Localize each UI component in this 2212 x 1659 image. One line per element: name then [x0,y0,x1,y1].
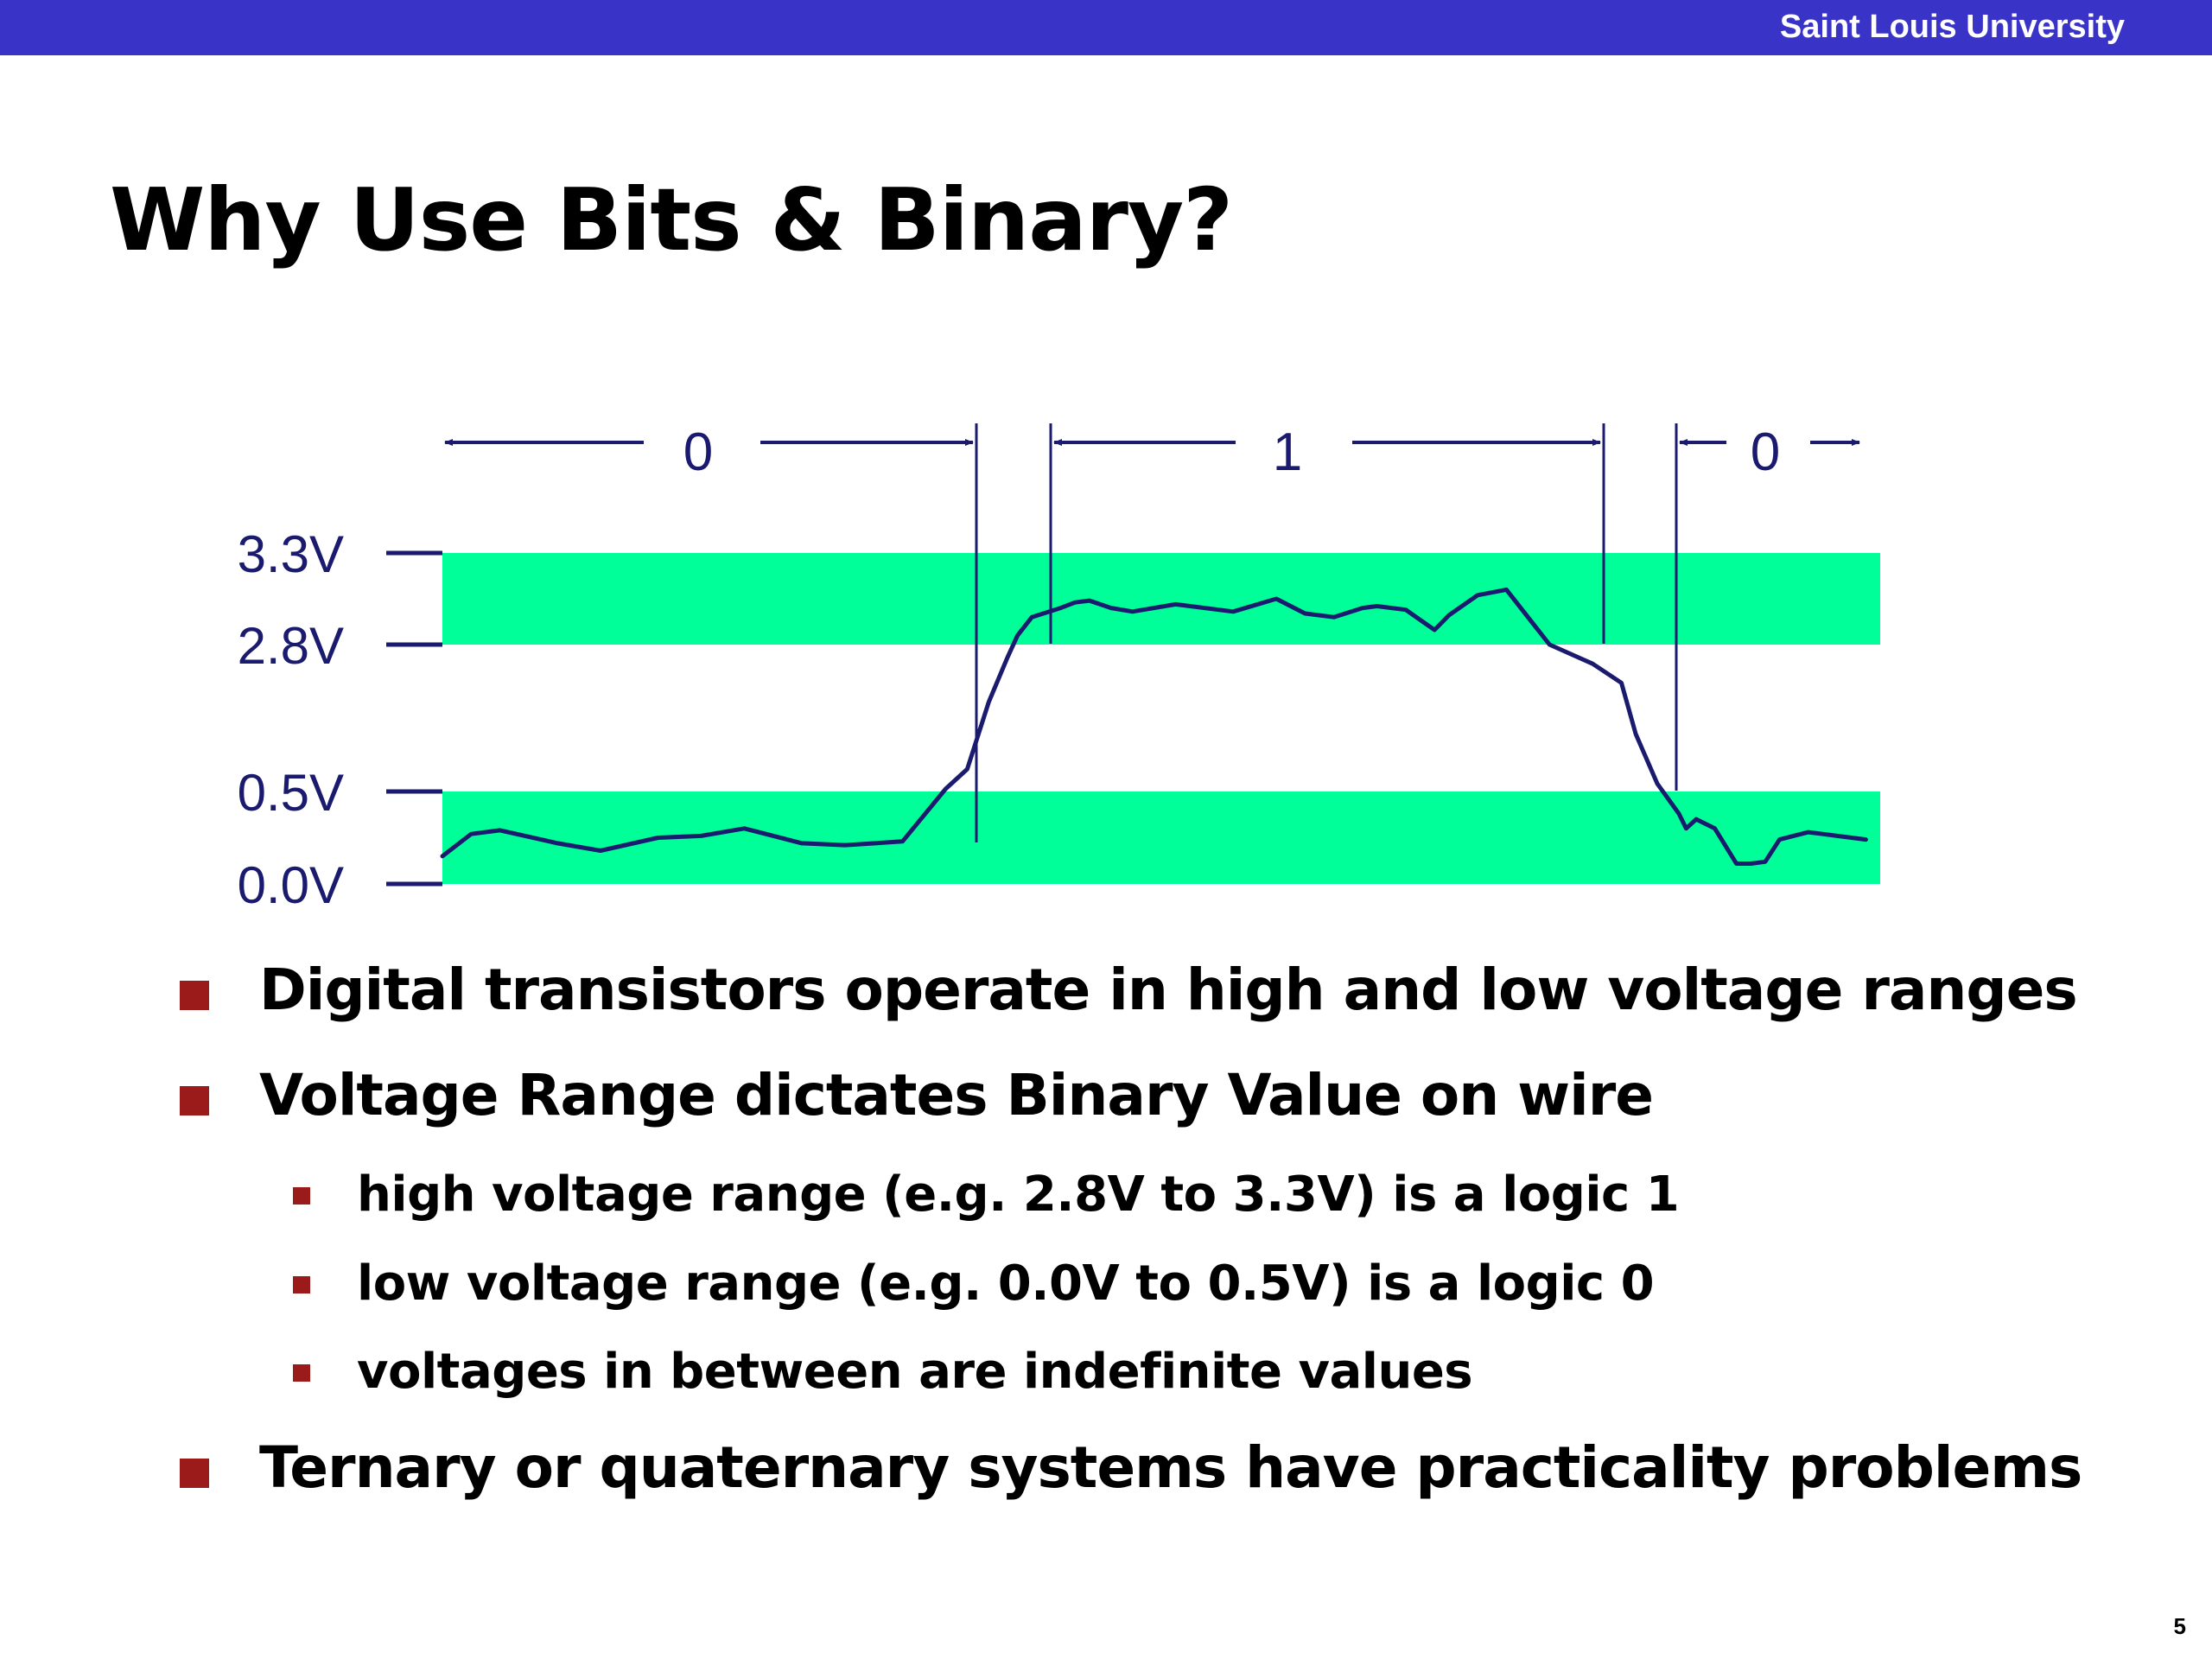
high-voltage-band [442,553,1880,645]
interval-label: 1 [1273,423,1302,482]
y-tick-label: 0.0V [238,856,344,914]
y-tick-label: 0.5V [238,764,344,822]
institution-name: Saint Louis University [1779,9,2125,45]
y-tick-label: 3.3V [238,525,344,583]
interval-label: 0 [1751,423,1780,482]
y-tick-label: 2.8V [238,617,344,675]
page-number: 5 [2173,1613,2186,1639]
header-bar: Saint Louis University [0,0,2212,55]
interval-label: 0 [683,423,713,482]
slide-title: Why Use Bits & Binary? [110,169,1233,270]
signal-line [440,587,1868,866]
